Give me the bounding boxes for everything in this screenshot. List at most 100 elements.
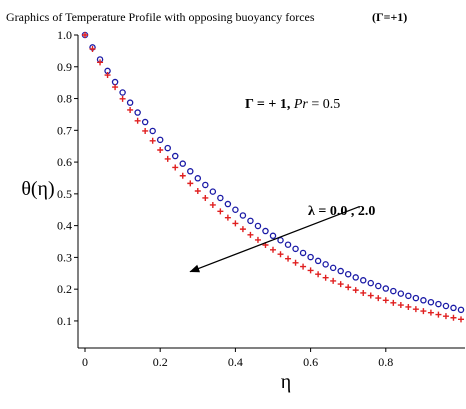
data-point-plus xyxy=(209,201,216,208)
data-point-plus xyxy=(285,255,292,262)
data-point-circle xyxy=(179,160,187,167)
data-point-plus xyxy=(247,231,254,238)
x-tick-label: 0.6 xyxy=(303,355,318,369)
data-point-circle xyxy=(284,241,292,248)
data-point-circle xyxy=(382,285,390,292)
chart-title: Graphics of Temperature Profile with opp… xyxy=(6,10,315,24)
data-point-plus xyxy=(382,297,389,304)
data-point-circle xyxy=(232,206,239,213)
data-point-plus xyxy=(89,45,96,52)
data-point-circle xyxy=(367,279,375,287)
data-point-plus xyxy=(142,127,149,134)
data-point-plus xyxy=(194,187,201,194)
data-point-circle xyxy=(156,136,164,144)
x-tick-label: 0.8 xyxy=(378,355,393,369)
x-axis-label: η xyxy=(281,371,291,393)
data-point-plus xyxy=(292,259,299,266)
data-point-plus xyxy=(149,137,156,144)
y-tick-label: 0.7 xyxy=(57,123,72,137)
data-point-plus xyxy=(300,263,307,270)
y-tick-label: 0.2 xyxy=(57,282,72,296)
data-point-circle xyxy=(134,109,141,116)
data-point-plus xyxy=(450,314,457,321)
x-tick-label: 0.4 xyxy=(228,355,243,369)
data-point-plus xyxy=(157,147,164,154)
data-point-plus xyxy=(217,208,224,215)
series-layer xyxy=(81,31,465,323)
data-point-plus xyxy=(420,308,427,315)
data-point-circle xyxy=(224,200,232,208)
data-point-circle xyxy=(217,194,224,202)
data-point-circle xyxy=(194,175,202,182)
data-point-circle xyxy=(209,188,217,195)
data-point-plus xyxy=(405,303,412,310)
data-point-plus xyxy=(330,277,337,284)
data-point-plus xyxy=(345,284,352,291)
x-tick-label: 0 xyxy=(82,355,88,369)
data-point-circle xyxy=(329,264,337,272)
chart-title-suffix: (Γ=+1) xyxy=(372,10,407,24)
data-point-plus xyxy=(397,302,404,309)
data-point-plus xyxy=(239,226,246,233)
data-point-plus xyxy=(367,292,374,299)
data-point-plus xyxy=(82,32,88,38)
y-tick-label: 0.8 xyxy=(57,92,72,106)
data-point-circle xyxy=(247,217,254,225)
data-point-circle xyxy=(427,298,435,306)
y-tick-label: 0.6 xyxy=(57,155,72,169)
data-point-plus xyxy=(322,274,329,281)
data-point-circle xyxy=(202,181,209,189)
pr-value: = 0.5 xyxy=(308,97,340,112)
data-point-circle xyxy=(420,297,427,304)
data-point-circle xyxy=(269,232,277,240)
data-point-circle xyxy=(119,89,126,96)
y-tick-label: 0.3 xyxy=(57,250,72,264)
data-point-plus xyxy=(179,172,186,179)
data-point-plus xyxy=(187,180,194,187)
series-crosses xyxy=(82,32,464,323)
data-point-plus xyxy=(352,287,359,294)
data-point-plus xyxy=(442,313,449,320)
data-point-circle xyxy=(435,300,442,308)
data-point-circle xyxy=(292,245,299,253)
series-circles xyxy=(81,31,465,314)
data-point-plus xyxy=(360,289,367,296)
data-point-plus xyxy=(172,164,179,171)
x-tick-label: 0.2 xyxy=(153,355,168,369)
data-point-circle xyxy=(375,282,382,290)
y-tick-label: 1.0 xyxy=(57,28,72,42)
data-point-circle xyxy=(405,292,412,300)
y-tick-label: 0.9 xyxy=(57,60,72,74)
data-point-plus xyxy=(202,194,209,201)
data-point-plus xyxy=(270,246,276,253)
data-point-circle xyxy=(111,78,119,86)
lambda-annotation: λ = 0.0 , 2.0 xyxy=(308,204,375,219)
data-point-plus xyxy=(337,281,344,288)
data-point-circle xyxy=(322,261,329,268)
data-point-plus xyxy=(375,295,382,302)
data-point-circle xyxy=(457,306,465,314)
y-tick-label: 0.1 xyxy=(57,314,72,328)
data-point-circle xyxy=(277,236,284,244)
data-point-plus xyxy=(277,251,284,258)
data-point-plus xyxy=(254,236,261,243)
data-point-circle xyxy=(171,152,179,160)
data-point-plus xyxy=(104,72,111,79)
gamma-label: Γ = + 1 xyxy=(245,97,287,112)
data-point-circle xyxy=(344,270,352,278)
comma-separator: , xyxy=(287,97,294,112)
y-tick-label: 0.4 xyxy=(57,219,72,233)
data-point-circle xyxy=(397,290,405,297)
y-axis-ticks: 0.1 0.2 0.3 0.4 0.5 0.6 0.7 0.8 0.9 1.0 xyxy=(57,28,78,328)
data-point-circle xyxy=(390,287,397,295)
data-point-circle xyxy=(450,304,457,312)
data-point-circle xyxy=(187,168,194,175)
data-point-plus xyxy=(458,316,464,323)
data-point-circle xyxy=(442,302,450,310)
data-point-plus xyxy=(97,59,104,66)
data-point-plus xyxy=(390,299,397,306)
data-point-circle xyxy=(262,227,269,235)
data-point-circle xyxy=(307,253,314,261)
